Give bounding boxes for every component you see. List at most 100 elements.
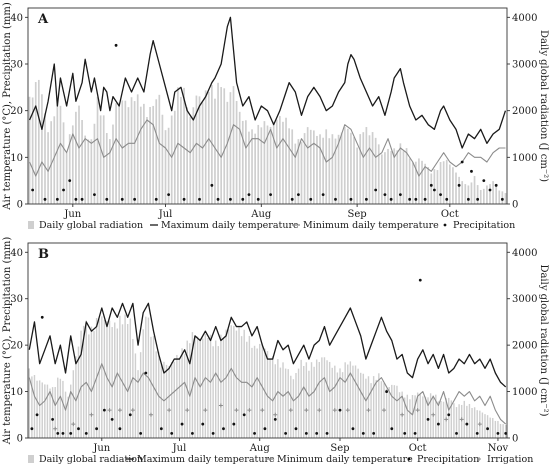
precipitation-point (154, 197, 158, 201)
radiation-bar (359, 134, 362, 204)
precipitation-point (465, 422, 469, 426)
radiation-bar (132, 338, 134, 438)
radiation-bar (98, 319, 100, 438)
radiation-bar (142, 329, 144, 438)
radiation-bar (59, 378, 62, 438)
radiation-bar (418, 158, 420, 204)
right-tick-label: 3000 (512, 294, 537, 305)
precipitation-point (325, 431, 329, 435)
radiation-bar (78, 105, 80, 204)
precipitation-point (133, 197, 137, 201)
radiation-bar (225, 329, 227, 438)
radiation-bar (167, 127, 170, 204)
radiation-bar (352, 365, 354, 438)
precipitation-point (191, 431, 194, 435)
radiation-bar (149, 107, 151, 204)
precipitation-point (496, 431, 500, 435)
radiation-bar (419, 394, 421, 438)
radiation-bar (502, 424, 504, 438)
radiation-bar (435, 394, 437, 438)
radiation-bar (460, 404, 463, 438)
precipitation-point (385, 390, 388, 393)
radiation-bar (387, 148, 389, 204)
right-tick-label: 1000 (512, 153, 537, 164)
precipitation-point (304, 431, 308, 435)
radiation-bar (326, 360, 328, 438)
precipitation-point (309, 197, 313, 201)
radiation-bar (176, 354, 178, 438)
radiation-bar (365, 127, 368, 204)
radiation-bar (368, 135, 371, 204)
x-tick-label: Nov (488, 443, 509, 454)
radiation-bar (90, 139, 93, 204)
radiation-bar (180, 96, 182, 204)
radiation-bar (492, 181, 494, 204)
radiation-bar (322, 137, 324, 204)
radiation-bar (442, 161, 445, 204)
radiation-bar (87, 139, 90, 204)
radiation-bar (282, 121, 284, 204)
radiation-bar (339, 368, 341, 438)
radiation-bar (308, 370, 310, 438)
radiation-bar (291, 129, 294, 204)
radiation-bar (152, 105, 155, 204)
radiation-bar (240, 336, 243, 438)
radiation-bar (93, 123, 96, 204)
radiation-bar (494, 420, 497, 438)
radiation-bar (199, 338, 201, 438)
radiation-bar (241, 120, 244, 204)
radiation-bar (377, 144, 380, 204)
precipitation-point (102, 408, 106, 412)
precipitation-point (321, 193, 325, 197)
precipitation-point (413, 431, 417, 435)
radiation-bar (409, 399, 411, 438)
x-tick-label: Jun (63, 209, 81, 220)
radiation-bar (49, 388, 51, 438)
radiation-bar (251, 347, 253, 438)
precipitation-point (222, 427, 225, 431)
precipitation-point (361, 431, 365, 435)
irrigation-points (53, 403, 482, 431)
radiation-bar (303, 365, 305, 438)
radiation-bar (356, 147, 358, 204)
radiation-bar (106, 321, 108, 438)
right-tick-label: 0 (512, 434, 518, 445)
radiation-bar (316, 135, 318, 204)
precipitation-point (383, 193, 387, 197)
radiation-bar (124, 100, 127, 204)
precipitation-point (43, 197, 47, 201)
precipitation-point (398, 193, 402, 197)
radiation-bar (235, 101, 238, 204)
radiation-bar (473, 176, 476, 204)
radiation-bar (427, 167, 430, 204)
radiation-bar (285, 117, 287, 204)
radiation-bar (41, 94, 43, 204)
radiation-bar (455, 172, 457, 204)
radiation-bar (349, 361, 352, 438)
radiation-bar (161, 114, 164, 204)
radiation-bar (374, 137, 377, 204)
radiation-bar (204, 334, 207, 438)
radiation-bar (375, 379, 377, 438)
precipitation-point (439, 193, 442, 197)
precipitation-points (30, 278, 508, 435)
radiation-bar (461, 181, 464, 204)
radiation-bar (445, 159, 448, 204)
radiation-bar (380, 381, 383, 438)
right-tick-label: 4000 (512, 248, 537, 259)
radiation-bar (489, 184, 491, 204)
radiation-bar (433, 169, 436, 204)
radiation-bar (130, 97, 133, 204)
radiation-bar (452, 167, 454, 204)
max-temperature-line (28, 16, 507, 149)
radiation-bar (306, 127, 309, 204)
precipitation-point (110, 418, 114, 421)
left-tick-label: 40 (10, 13, 23, 24)
radiation-bar (254, 133, 256, 204)
radiation-bar (198, 96, 201, 204)
radiation-bar (192, 107, 195, 204)
precipitation-point (500, 197, 504, 201)
radiation-bar (393, 148, 396, 204)
precipitation-point (128, 413, 132, 417)
